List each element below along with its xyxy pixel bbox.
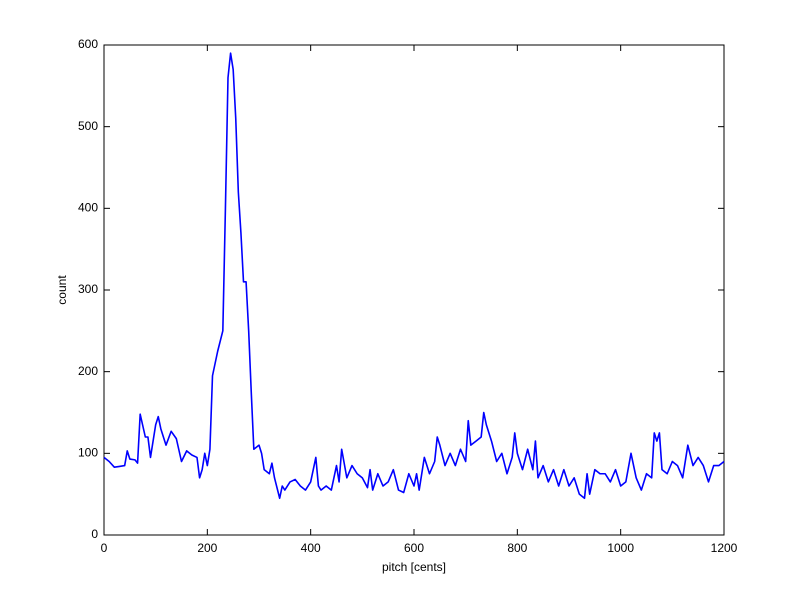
axes-box xyxy=(103,44,725,536)
y-axis-label: count xyxy=(55,275,69,305)
y-tick-label: 200 xyxy=(78,364,98,378)
x-tick-label: 200 xyxy=(197,541,217,555)
y-tick-label: 300 xyxy=(78,282,98,296)
y-tick-label: 500 xyxy=(78,119,98,133)
x-axis-label: pitch [cents] xyxy=(382,560,446,574)
y-tick-label: 0 xyxy=(91,527,98,541)
x-tick-label: 1200 xyxy=(711,541,738,555)
x-tick-label: 1000 xyxy=(607,541,634,555)
x-tick-label: 0 xyxy=(101,541,108,555)
y-tick-label: 600 xyxy=(78,37,98,51)
x-tick-label: 800 xyxy=(507,541,527,555)
x-tick-label: 400 xyxy=(301,541,321,555)
y-tick-label: 400 xyxy=(78,201,98,215)
x-tick-label: 600 xyxy=(404,541,424,555)
data-line xyxy=(103,52,725,500)
y-tick-label: 100 xyxy=(78,446,98,460)
